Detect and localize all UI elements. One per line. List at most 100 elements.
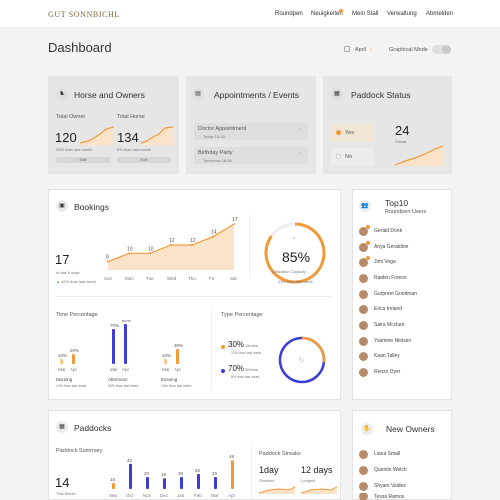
- avatar: [359, 449, 368, 459]
- list-item[interactable]: Saira Mcclure: [359, 318, 405, 332]
- list-item[interactable]: Jimi Vega: [359, 255, 396, 269]
- user-name: Renzo Dyer: [374, 369, 401, 375]
- user-name: Quentin Welch: [374, 467, 407, 473]
- data-point: [212, 235, 214, 238]
- chevron-down-icon[interactable]: ⌄: [369, 46, 374, 52]
- paddocks-title: Paddocks: [74, 423, 112, 433]
- bookings-area-chart: 8 Sun 10 Mon 10 Tue 12 Wed 12 Thu 14 Fri 17 Sat: [104, 217, 238, 281]
- bar: [129, 463, 132, 489]
- data-point: [233, 223, 235, 226]
- horse-edit-button[interactable]: Edit: [117, 157, 171, 163]
- paddock-icon: ▦: [331, 88, 343, 100]
- bar: [180, 477, 183, 489]
- utilization-ring: [264, 222, 326, 284]
- bar: [124, 324, 127, 364]
- type-label: 30mins: [245, 367, 258, 372]
- tick-label: Mar: [162, 367, 170, 372]
- nav-roundpen[interactable]: Roundpen: [275, 11, 303, 17]
- tick-label: Sat: [230, 276, 238, 281]
- list-item[interactable]: Shyam Valdez: [359, 479, 406, 493]
- calendar-icon: [344, 46, 350, 52]
- divider: [211, 310, 212, 390]
- list-item[interactable]: Gurpreet Goodman: [359, 287, 417, 301]
- tick-label: Apr: [122, 367, 130, 372]
- chevron-right-icon[interactable]: ›: [299, 127, 301, 133]
- list-item[interactable]: Liana Small: [359, 447, 400, 461]
- user-name: Erica Ireland: [374, 306, 403, 312]
- top10-card: [352, 189, 452, 400]
- data-label: 42: [127, 458, 133, 463]
- no-radio[interactable]: [336, 154, 341, 159]
- avatar: [359, 224, 370, 236]
- avatar: [359, 320, 368, 330]
- list-item[interactable]: Tessa Ramos: [359, 493, 404, 500]
- bar: [146, 477, 149, 489]
- bar: [72, 354, 75, 364]
- bar: [176, 349, 179, 364]
- nav-verwaltung[interactable]: Verwaltung: [387, 11, 417, 17]
- bar: [197, 474, 200, 489]
- data-label: 12: [190, 238, 196, 244]
- total-owner-label: Total Owner: [56, 114, 86, 120]
- avatar: [359, 493, 368, 500]
- list-item[interactable]: Anya Geraldine: [359, 240, 408, 254]
- data-point: [107, 260, 109, 263]
- data-label: 80%: [122, 320, 131, 323]
- bookings-total-label: In last 6 days: [56, 270, 80, 275]
- utilization-change: 13% than last week: [278, 279, 313, 284]
- data-label: 17: [232, 217, 238, 223]
- tick-label: Mar: [211, 493, 219, 498]
- data-label: 12: [169, 238, 175, 244]
- up-arrow-icon: ▲: [56, 279, 60, 284]
- list-item[interactable]: Erica Ireland: [359, 302, 402, 316]
- yes-option[interactable]: [331, 124, 374, 142]
- appointment-item[interactable]: [194, 147, 308, 164]
- nav-mein-stall[interactable]: Mein Stall: [352, 11, 379, 17]
- data-label: 18: [161, 472, 167, 477]
- user-name: Tessa Ramos: [374, 493, 405, 500]
- mode-label: Graphical Mode: [389, 47, 428, 53]
- user-name: Saira Mcclure: [374, 322, 405, 328]
- top10-subtitle: Roundpen Users: [385, 209, 427, 215]
- month-select[interactable]: April: [355, 47, 367, 53]
- bar: [60, 359, 63, 364]
- no-option[interactable]: [331, 148, 374, 166]
- calendar-icon: ▤: [192, 88, 204, 100]
- owner-edit-button[interactable]: Edit: [56, 157, 110, 163]
- divider: [249, 214, 250, 278]
- bar: [112, 483, 115, 489]
- list-item[interactable]: Yasmine Nielsen: [359, 334, 411, 348]
- chevron-right-icon[interactable]: ›: [299, 151, 301, 157]
- user-name: Raiden Freece: [374, 275, 407, 281]
- paddock-status-title: Paddock Status: [351, 90, 411, 100]
- slot-name: Morning: [56, 377, 73, 382]
- yes-label: Yes: [345, 130, 354, 136]
- avatar: [359, 465, 368, 475]
- avatar: [359, 273, 368, 283]
- tick-label: Oct: [126, 493, 134, 498]
- list-item[interactable]: Gerald Dook: [359, 224, 402, 238]
- data-label: 10: [127, 246, 133, 252]
- paddock-streaks-label: Paddock Streaks: [259, 451, 301, 457]
- list-item[interactable]: Renzo Dyer: [359, 365, 400, 379]
- list-item[interactable]: Quentin Welch: [359, 463, 407, 477]
- nav-abmelden[interactable]: Abmelden: [426, 11, 454, 17]
- appointment-time: Tomorrow 18:30: [203, 158, 232, 163]
- appointments-title: Appointments / Events: [214, 90, 300, 100]
- horse-icon: ♞: [56, 88, 68, 100]
- nav-neuigkeiten[interactable]: Neuigkeiten: [311, 11, 343, 17]
- svg-text:↻: ↻: [298, 356, 305, 365]
- bar: [214, 477, 217, 489]
- users-icon: 👥: [359, 200, 371, 212]
- notification-dot: [339, 9, 343, 13]
- yes-radio[interactable]: [336, 130, 341, 135]
- book-icon: ▣: [56, 200, 68, 212]
- shortest-sparkline: [259, 486, 295, 494]
- page-title: Dashboard: [48, 40, 112, 55]
- data-label: 48: [229, 455, 235, 459]
- list-item[interactable]: Raiden Freece: [359, 271, 407, 285]
- logo[interactable]: GUT SONNBICHL: [48, 10, 120, 19]
- list-item[interactable]: Kaan Talley: [359, 349, 400, 363]
- mode-toggle[interactable]: [432, 45, 451, 54]
- appointment-item[interactable]: [194, 123, 308, 140]
